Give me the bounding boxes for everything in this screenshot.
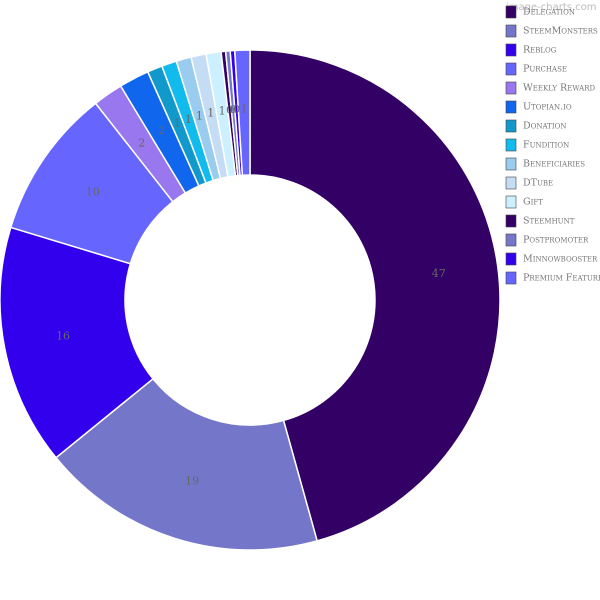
legend-label-dtube: DTube xyxy=(523,178,553,189)
legend-label-beneficiaries: Beneficiaries xyxy=(523,159,585,170)
slice-premium-feature xyxy=(233,49,251,177)
slice-label-gift: 1 xyxy=(219,105,226,118)
slice-label-purchase: 10 xyxy=(86,185,100,198)
legend-swatch-minnowbooster xyxy=(505,252,517,266)
legend-label-donation: Donation xyxy=(523,121,566,132)
legend-label-purchase: Purchase xyxy=(523,64,567,75)
legend-swatch-fundition xyxy=(505,138,517,152)
slice-label-utopian-io: 2 xyxy=(158,124,165,137)
legend-label-fundition: Fundition xyxy=(523,140,569,151)
slice-label-dtube: 1 xyxy=(207,107,214,120)
slice-label-beneficiaries: 1 xyxy=(196,109,203,122)
legend-swatch-delegation xyxy=(505,5,517,19)
slice-reblog xyxy=(0,226,155,459)
legend-swatch-gift xyxy=(505,195,517,209)
legend-swatch-weekly-reward xyxy=(505,81,517,95)
legend-swatch-dtube xyxy=(505,176,517,190)
legend-label-delegation: Delegation xyxy=(523,7,575,18)
legend-label-weekly-reward: Weekly Reward xyxy=(523,83,595,94)
legend: Delegation SteemMonsters Reblog Purchase Wee… xyxy=(505,5,600,285)
legend-label-gift: Gift xyxy=(523,197,543,208)
legend-label-minnowbooster: Minnowbooster xyxy=(523,254,598,265)
slice-label-steemmonsters: 19 xyxy=(185,475,199,488)
legend-label-postpromoter: Postpromoter xyxy=(523,235,589,246)
legend-label-steemhunt: Steemhunt xyxy=(523,216,575,227)
slice-label-steemhunt: 0 xyxy=(226,104,233,117)
legend-swatch-donation xyxy=(505,119,517,133)
slice-label-premium-feature: 1 xyxy=(241,103,248,116)
legend-swatch-steemhunt xyxy=(505,214,517,228)
legend-swatch-utopian-io xyxy=(505,100,517,114)
slice-label-fundition: 1 xyxy=(185,113,192,126)
legend-label-reblog: Reblog xyxy=(523,45,557,56)
legend-swatch-postpromoter xyxy=(505,233,517,247)
slice-label-postpromoter: 0 xyxy=(230,103,237,116)
watermark: image-charts.com xyxy=(506,2,597,13)
legend-swatch-premium-feature xyxy=(505,271,517,285)
donut-slices xyxy=(0,49,501,551)
legend-swatch-steemmonsters xyxy=(505,24,517,38)
legend-swatch-reblog xyxy=(505,43,517,57)
legend-label-premium-feature: Premium Feature xyxy=(523,273,600,284)
legend-label-steemmonsters: SteemMonsters xyxy=(523,26,598,37)
slice-label-delegation: 47 xyxy=(432,267,446,280)
slice-label-minnowbooster: 0 xyxy=(233,103,240,116)
slice-steemmonsters xyxy=(54,377,319,551)
slice-label-weekly-reward: 2 xyxy=(138,136,145,149)
legend-swatch-beneficiaries xyxy=(505,157,517,171)
slice-label-reblog: 16 xyxy=(56,330,70,343)
legend-swatch-purchase xyxy=(505,62,517,76)
legend-label-utopian-io: Utopian.io xyxy=(523,102,572,113)
slice-label-donation: 1 xyxy=(174,117,181,130)
slice-delegation xyxy=(249,49,501,542)
